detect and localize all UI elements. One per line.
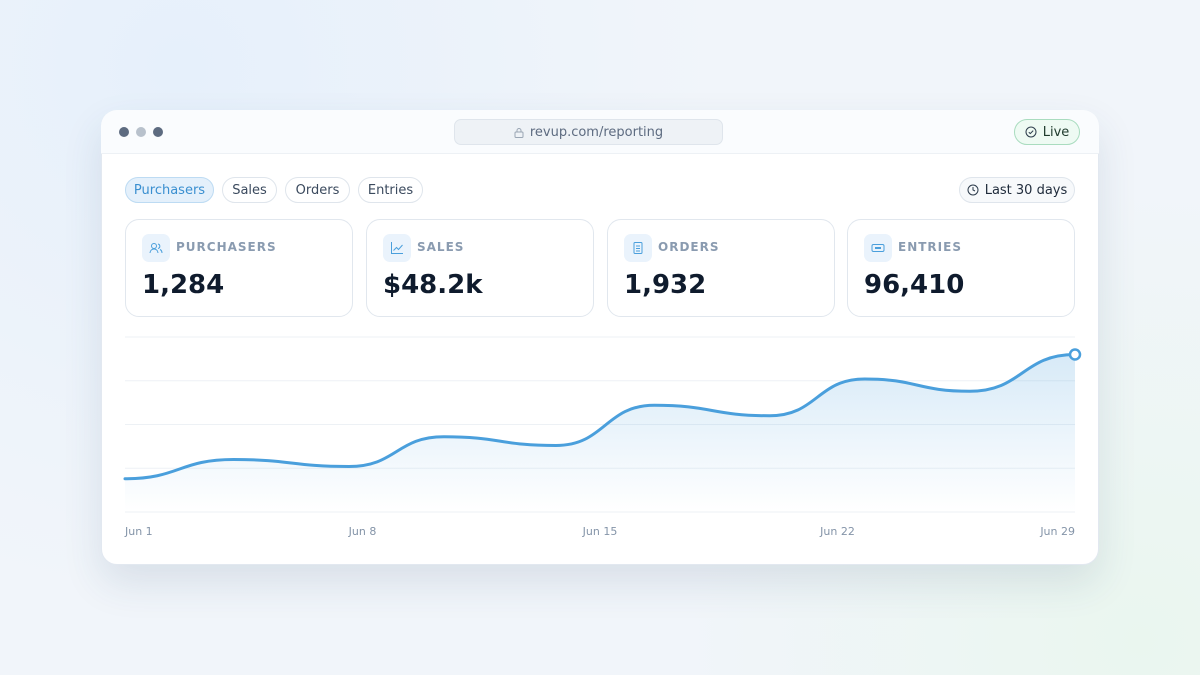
stat-value: $48.2k <box>383 270 483 300</box>
url: revup.com/reporting <box>529 124 664 140</box>
range-label: Last 30 days <box>984 182 1068 198</box>
x-tick-label: Jun 15 <box>582 525 618 538</box>
line <box>123 353 1077 481</box>
live-label: Live <box>1042 124 1070 140</box>
stat-card: ENTRIES 96,410 <box>847 219 1075 317</box>
x-tick-label: Jun 1 <box>124 525 153 538</box>
stat-card: SALES $48.2k <box>366 219 594 317</box>
window-dot[interactable] <box>119 127 129 137</box>
stat-card: PURCHASERS 1,284 <box>125 219 353 317</box>
area <box>125 354 1075 512</box>
stat-icon <box>624 234 652 262</box>
stat-label: ORDERS <box>658 240 720 254</box>
stat-icon <box>383 234 411 262</box>
stat-label: SALES <box>417 240 465 254</box>
x-tick-label: Jun 22 <box>819 525 855 538</box>
live-badge[interactable]: Live <box>1014 119 1080 145</box>
x-tick-label: Jun 29 <box>1039 525 1075 538</box>
stat-value: 1,284 <box>142 270 225 300</box>
tab[interactable]: Sales <box>222 177 277 203</box>
lock-icon <box>514 127 524 138</box>
stat-label: PURCHASERS <box>176 240 277 254</box>
stat-icon <box>864 234 892 262</box>
window-dot[interactable] <box>136 127 146 137</box>
stat-value: 1,932 <box>624 270 707 300</box>
tab[interactable]: Purchasers <box>125 177 214 203</box>
stat-icon <box>142 234 170 262</box>
x-tick-label: Jun 8 <box>348 525 377 538</box>
end-point <box>1068 348 1082 361</box>
stat-label: ENTRIES <box>898 240 962 254</box>
window-dot[interactable] <box>153 127 163 137</box>
stat-card: ORDERS 1,932 <box>607 219 835 317</box>
tab[interactable]: Orders <box>285 177 350 203</box>
clock-icon <box>967 184 979 196</box>
tab[interactable]: Entries <box>358 177 423 203</box>
address-bar[interactable]: revup.com/reporting <box>454 119 723 145</box>
stat-value: 96,410 <box>864 270 965 300</box>
check-icon <box>1025 126 1037 138</box>
date-range[interactable]: Last 30 days <box>959 177 1075 203</box>
